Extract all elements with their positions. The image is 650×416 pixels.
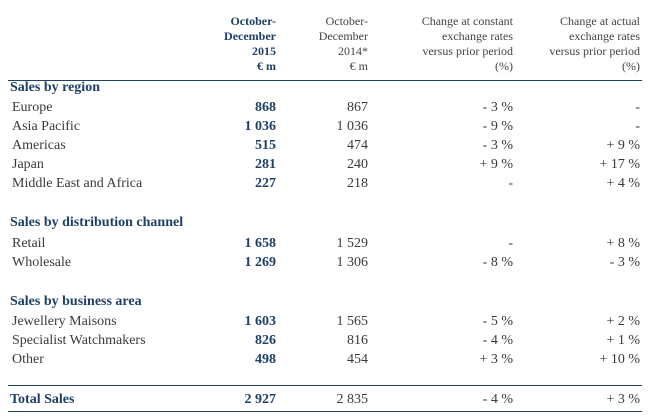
value-change-constant: - 9 % [482,119,513,134]
value-change-constant: - 8 % [482,255,513,270]
row-label: Middle East and Africa [12,176,143,191]
header-text: October- [325,14,368,28]
row-label: Other [12,352,44,367]
table-row: Asia Pacific 1 036 1 036 - 9 % - [0,119,650,138]
header-text: (%) [622,59,640,73]
table-row: Retail 1 658 1 529 - + 8 % [0,236,650,255]
total-label: Total Sales [10,392,75,407]
value-change-constant: + 3 % [479,352,513,367]
header-text: 2015 [252,44,276,58]
section-title-business-area: Sales by business area [10,294,142,309]
value-change-actual: + 4 % [606,176,640,191]
section-title-distribution: Sales by distribution channel [10,215,184,230]
value-current: 227 [255,176,276,191]
value-current: 1 603 [244,314,277,329]
value-change-constant: + 9 % [479,157,513,172]
row-label: Europe [12,100,53,115]
total-change-constant: - 4 % [482,392,513,407]
total-current: 2 927 [244,392,277,407]
row-label: Japan [12,157,44,172]
value-current: 281 [255,157,276,172]
value-change-actual: - 3 % [609,255,640,270]
value-change-actual: + 9 % [606,138,640,153]
table-row: Americas 515 474 - 3 % + 9 % [0,138,650,157]
header-text: Change at constant [421,14,513,28]
header-prior-period: October- December 2014* € m [319,14,368,74]
header-text: December [224,29,276,43]
value-change-actual: + 1 % [606,333,640,348]
table-row: Wholesale 1 269 1 306 - 8 % - 3 % [0,255,650,274]
row-label: Asia Pacific [12,119,81,134]
value-prior: 454 [347,352,368,367]
value-prior: 218 [347,176,368,191]
header-change-constant: Change at constant exchange rates versus… [422,14,513,74]
value-change-constant: - 3 % [482,100,513,115]
value-change-actual: + 2 % [606,314,640,329]
value-current: 515 [255,138,276,153]
header-text: versus prior period [549,44,640,58]
value-prior: 474 [347,138,368,153]
value-current: 868 [255,100,276,115]
header-text: (%) [495,59,513,73]
table-row: Jewellery Maisons 1 603 1 565 - 5 % + 2 … [0,314,650,333]
value-change-constant: - 4 % [482,333,513,348]
value-prior: 867 [347,100,368,115]
value-change-constant: - [508,176,513,191]
value-prior: 816 [347,333,368,348]
row-label: Specialist Watchmakers [12,333,146,348]
value-change-actual: + 8 % [606,236,640,251]
total-row: Total Sales 2 927 2 835 - 4 % + 3 % [0,392,650,411]
value-prior: 240 [347,157,368,172]
row-label: Americas [12,138,66,153]
total-top-divider [8,385,642,386]
row-label: Jewellery Maisons [12,314,117,329]
table-row: Japan 281 240 + 9 % + 17 % [0,157,650,176]
table-row: Europe 868 867 - 3 % - [0,100,650,119]
value-change-constant: - [508,236,513,251]
value-prior: 1 529 [336,236,369,251]
header-text: December [318,29,368,43]
value-change-constant: - 5 % [482,314,513,329]
header-text: Change at actual [560,14,640,28]
value-change-actual: + 10 % [599,352,640,367]
value-change-constant: - 3 % [482,138,513,153]
header-text: 2014* [338,44,368,58]
total-bottom-divider [8,411,642,412]
value-prior: 1 306 [336,255,369,270]
total-prior: 2 835 [336,392,369,407]
header-text: exchange rates [442,29,513,43]
value-change-actual: + 17 % [599,157,640,172]
header-text: € m [257,59,276,73]
value-prior: 1 036 [336,119,369,134]
header-text: exchange rates [569,29,640,43]
value-current: 826 [255,333,276,348]
table-row: Specialist Watchmakers 826 816 - 4 % + 1… [0,333,650,352]
header-text: € m [349,59,368,73]
value-current: 1 269 [244,255,277,270]
value-change-actual: - [635,119,640,134]
value-current: 498 [255,352,276,367]
header-change-actual: Change at actual exchange rates versus p… [549,14,640,74]
table-row: Other 498 454 + 3 % + 10 % [0,352,650,371]
header-text: versus prior period [422,44,513,58]
value-change-actual: - [635,100,640,115]
row-label: Retail [12,236,46,251]
value-current: 1 036 [244,119,277,134]
total-change-actual: + 3 % [606,392,640,407]
row-label: Wholesale [12,255,72,270]
value-current: 1 658 [244,236,277,251]
header-divider [8,80,642,81]
header-text: October- [230,14,276,28]
table-row: Middle East and Africa 227 218 - + 4 % [0,176,650,195]
section-title-region: Sales by region [10,80,100,95]
header-current-period: October- December 2015 € m [224,14,276,74]
value-prior: 1 565 [336,314,369,329]
